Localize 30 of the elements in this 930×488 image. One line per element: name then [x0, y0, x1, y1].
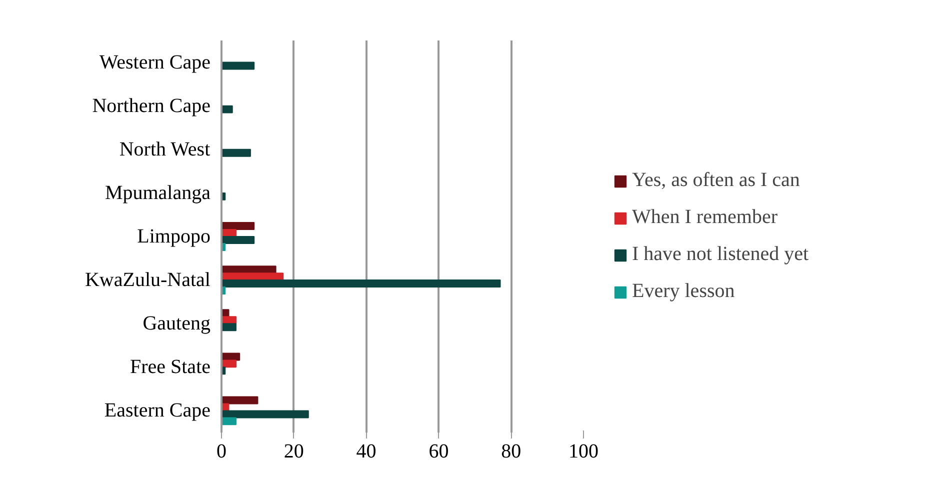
bar	[222, 323, 236, 332]
legend-label: I have not listened yet	[632, 243, 809, 266]
x-tick-label: 80	[501, 440, 522, 462]
bar	[222, 280, 501, 288]
y-tick-label: Gauteng	[142, 312, 211, 335]
legend-label: Yes, as often as I can	[632, 169, 800, 192]
bar	[222, 148, 251, 157]
x-tick-label: 40	[356, 440, 376, 462]
bar	[222, 62, 255, 70]
y-tick-label: KwaZulu-Natal	[84, 269, 211, 292]
y-tick-label: Limpopo	[137, 226, 211, 248]
bar	[222, 105, 233, 114]
y-tick-label: North West	[119, 138, 211, 160]
y-tick-label: Western Cape	[99, 51, 211, 74]
x-tick-label: 0	[216, 440, 226, 462]
y-tick-label: Northern Cape	[92, 94, 211, 117]
legend-label: When I remember	[632, 206, 778, 229]
bar	[222, 410, 309, 418]
y-tick-label: Mpumalanga	[104, 182, 211, 204]
x-tick-label: 60	[428, 440, 449, 462]
bar	[222, 236, 255, 244]
bar	[222, 360, 236, 368]
y-tick-label: Free State	[130, 356, 211, 378]
bar	[222, 222, 255, 230]
bar	[222, 417, 236, 426]
legend-label: Every lesson	[632, 280, 735, 303]
x-tick-label: 20	[284, 440, 304, 462]
bar	[222, 396, 258, 404]
x-tick-label: 100	[568, 440, 598, 462]
y-tick-label: Eastern Cape	[104, 400, 211, 422]
